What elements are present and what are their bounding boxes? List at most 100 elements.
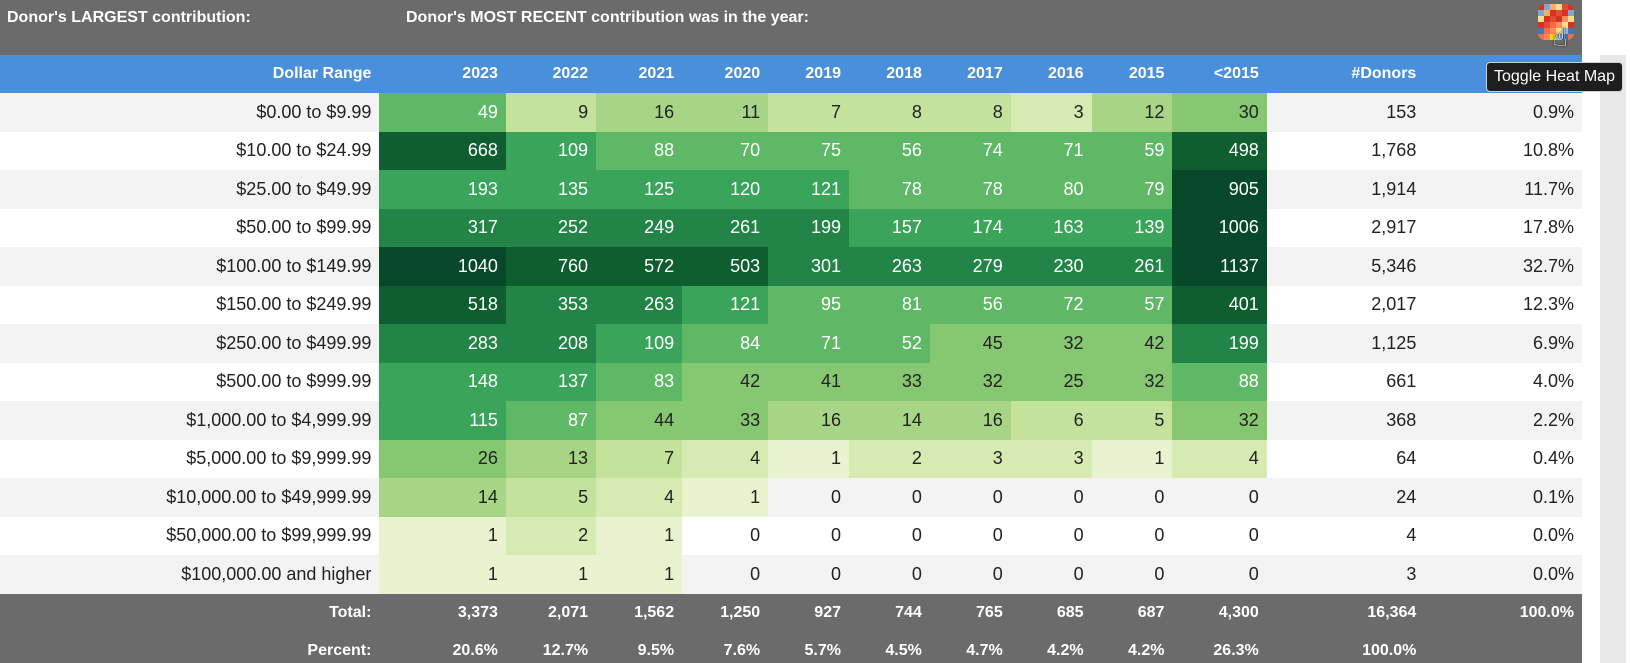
count-cell[interactable]: 174 — [929, 208, 1011, 247]
count-cell[interactable]: 0 — [768, 478, 849, 517]
count-cell[interactable]: 25 — [1010, 362, 1092, 401]
count-cell[interactable]: 32 — [1172, 401, 1267, 440]
count-cell[interactable]: 79 — [1091, 170, 1173, 209]
count-cell[interactable]: 42 — [682, 362, 769, 401]
count-cell[interactable]: 0 — [929, 516, 1011, 555]
count-cell[interactable]: 261 — [1091, 247, 1173, 286]
count-cell[interactable]: 8 — [849, 93, 930, 132]
count-cell[interactable]: 70 — [682, 131, 769, 170]
count-cell[interactable]: 0 — [1010, 516, 1092, 555]
count-cell[interactable]: 157 — [849, 208, 930, 247]
count-cell[interactable]: 7 — [596, 439, 683, 478]
count-cell[interactable]: 5 — [1091, 401, 1173, 440]
count-cell[interactable]: 1 — [596, 555, 683, 594]
count-cell[interactable]: 317 — [379, 208, 506, 247]
count-cell[interactable]: 71 — [1010, 131, 1092, 170]
count-cell[interactable]: 163 — [1010, 208, 1092, 247]
count-cell[interactable]: 78 — [929, 170, 1011, 209]
count-cell[interactable]: 83 — [596, 362, 683, 401]
count-cell[interactable]: 249 — [596, 208, 683, 247]
count-cell[interactable]: 120 — [682, 170, 769, 209]
count-cell[interactable]: 44 — [596, 401, 683, 440]
count-cell[interactable]: 95 — [768, 285, 849, 324]
vertical-scrollbar[interactable] — [1600, 55, 1626, 663]
count-cell[interactable]: 0 — [682, 516, 769, 555]
count-cell[interactable]: 301 — [768, 247, 849, 286]
count-cell[interactable]: 0 — [1172, 555, 1267, 594]
count-cell[interactable]: 760 — [505, 247, 597, 286]
column-header[interactable]: <2015 — [1213, 65, 1259, 82]
count-cell[interactable]: 41 — [768, 362, 849, 401]
count-cell[interactable]: 11 — [682, 93, 769, 132]
count-cell[interactable]: 45 — [929, 324, 1011, 363]
count-cell[interactable]: 14 — [379, 478, 506, 517]
count-cell[interactable]: 148 — [379, 362, 506, 401]
count-cell[interactable]: 32 — [929, 362, 1011, 401]
count-cell[interactable]: 263 — [849, 247, 930, 286]
count-cell[interactable]: 0 — [1010, 555, 1092, 594]
count-cell[interactable]: 0 — [682, 555, 769, 594]
column-header[interactable]: 2018 — [886, 65, 922, 82]
column-header[interactable]: 2022 — [552, 65, 589, 82]
count-cell[interactable]: 14 — [849, 401, 930, 440]
count-cell[interactable]: 0 — [1091, 478, 1173, 517]
count-cell[interactable]: 263 — [596, 285, 683, 324]
count-cell[interactable]: 109 — [505, 131, 597, 170]
count-cell[interactable]: 0 — [929, 555, 1011, 594]
column-header[interactable]: 2015 — [1128, 65, 1165, 82]
count-cell[interactable]: 0 — [1172, 516, 1267, 555]
column-header[interactable]: 2019 — [805, 65, 841, 82]
count-cell[interactable]: 199 — [768, 208, 849, 247]
count-cell[interactable]: 4 — [596, 478, 683, 517]
count-cell[interactable]: 0 — [768, 516, 849, 555]
count-cell[interactable]: 115 — [379, 401, 506, 440]
count-cell[interactable]: 32 — [1091, 362, 1173, 401]
count-cell[interactable]: 57 — [1091, 285, 1173, 324]
count-cell[interactable]: 72 — [1010, 285, 1092, 324]
count-cell[interactable]: 279 — [929, 247, 1011, 286]
count-cell[interactable]: 56 — [929, 285, 1011, 324]
count-cell[interactable]: 0 — [929, 478, 1011, 517]
count-cell[interactable]: 2 — [849, 439, 930, 478]
count-cell[interactable]: 1 — [1091, 439, 1173, 478]
column-header[interactable]: 2023 — [462, 65, 498, 82]
count-cell[interactable]: 49 — [379, 93, 506, 132]
count-cell[interactable]: 16 — [768, 401, 849, 440]
count-cell[interactable]: 0 — [768, 555, 849, 594]
count-cell[interactable]: 52 — [849, 324, 930, 363]
count-cell[interactable]: 71 — [768, 324, 849, 363]
count-cell[interactable]: 1 — [596, 516, 683, 555]
count-cell[interactable]: 1137 — [1172, 247, 1267, 286]
count-cell[interactable]: 88 — [1172, 362, 1267, 401]
count-cell[interactable]: 261 — [682, 208, 769, 247]
count-cell[interactable]: 1 — [768, 439, 849, 478]
count-cell[interactable]: 208 — [505, 324, 597, 363]
count-cell[interactable]: 1 — [682, 478, 769, 517]
count-cell[interactable]: 26 — [379, 439, 506, 478]
count-cell[interactable]: 230 — [1010, 247, 1092, 286]
count-cell[interactable]: 668 — [379, 131, 506, 170]
column-header[interactable]: 2020 — [724, 65, 761, 82]
count-cell[interactable]: 1006 — [1172, 208, 1267, 247]
count-cell[interactable]: 498 — [1172, 131, 1267, 170]
count-cell[interactable]: 0 — [849, 555, 930, 594]
count-cell[interactable]: 905 — [1172, 170, 1267, 209]
count-cell[interactable]: 80 — [1010, 170, 1092, 209]
count-cell[interactable]: 3 — [1010, 439, 1092, 478]
count-cell[interactable]: 121 — [682, 285, 769, 324]
count-cell[interactable]: 1 — [379, 516, 506, 555]
count-cell[interactable]: 74 — [929, 131, 1011, 170]
count-cell[interactable]: 193 — [379, 170, 506, 209]
count-cell[interactable]: 4 — [682, 439, 769, 478]
count-cell[interactable]: 5 — [505, 478, 597, 517]
count-cell[interactable]: 84 — [682, 324, 769, 363]
count-cell[interactable]: 0 — [1172, 478, 1267, 517]
count-cell[interactable]: 125 — [596, 170, 683, 209]
count-cell[interactable]: 42 — [1091, 324, 1173, 363]
column-header[interactable]: 2021 — [638, 65, 675, 82]
count-cell[interactable]: 81 — [849, 285, 930, 324]
count-cell[interactable]: 59 — [1091, 131, 1173, 170]
count-cell[interactable]: 6 — [1010, 401, 1092, 440]
count-cell[interactable]: 199 — [1172, 324, 1267, 363]
column-header[interactable]: #Donors — [1351, 65, 1417, 82]
